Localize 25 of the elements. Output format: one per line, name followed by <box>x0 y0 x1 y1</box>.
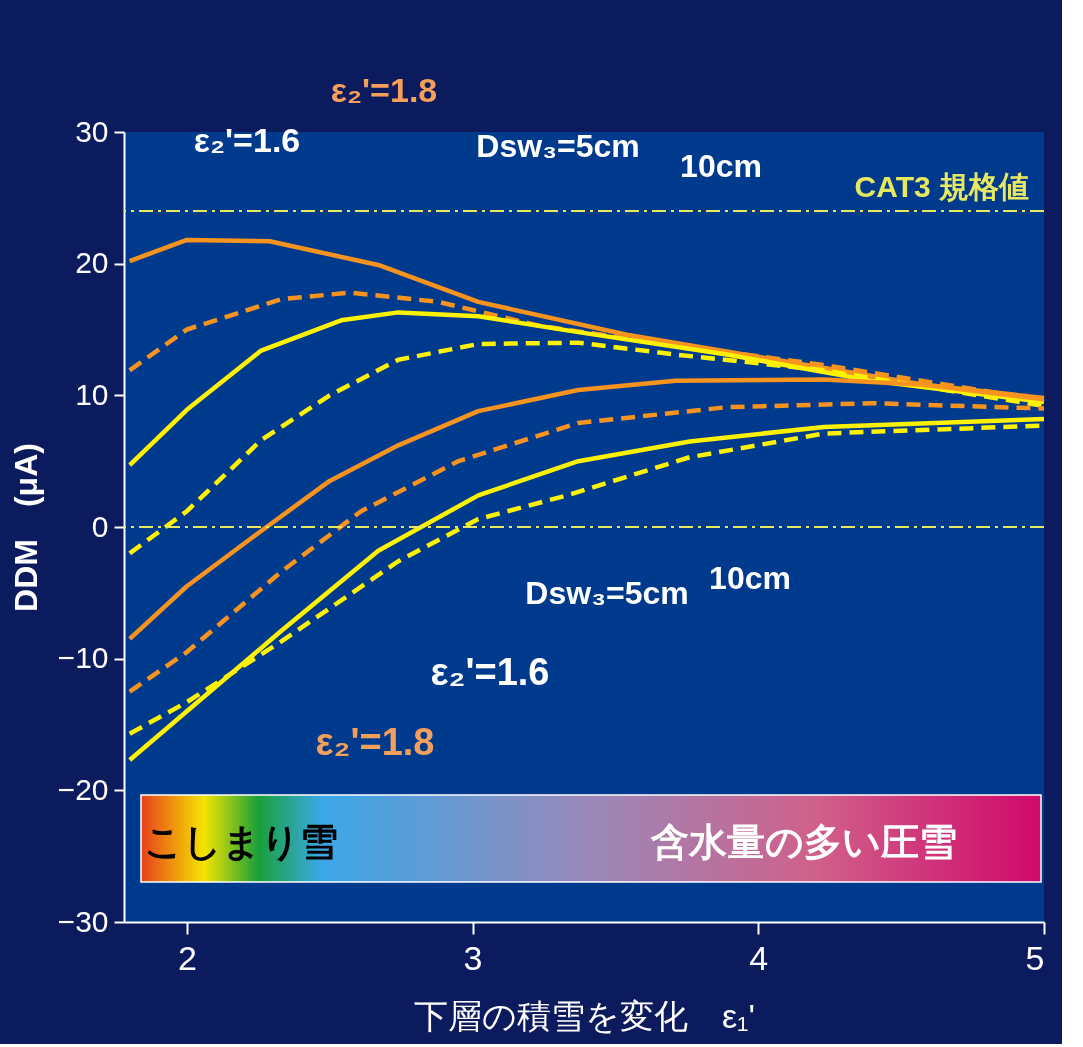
annotation: ε₂'=1.6 <box>193 121 301 159</box>
y-tick-label: 10 <box>75 377 109 411</box>
annotation: Dsw₃=5cm <box>476 128 640 164</box>
text: ε₂'=1.8 <box>330 71 438 109</box>
annotation: ε₂'=1.8 <box>315 721 435 763</box>
annotation: 含水量の多い圧雪 <box>650 821 957 863</box>
y-tick-label: 0 <box>91 509 109 543</box>
y-tick-label: −10 <box>57 641 109 675</box>
x-tick-label: 3 <box>463 938 483 977</box>
y-axis-title: DDM (μA) <box>7 443 44 612</box>
line-series <box>127 400 1047 694</box>
x-axis-title: 下層の積雪を変化 ε₁' <box>413 996 756 1035</box>
y-tick-label: −20 <box>57 772 109 806</box>
ref-line-label: CAT3 規格値 <box>854 170 1029 203</box>
y-tick-label: −30 <box>57 904 109 938</box>
y-tick-label: 20 <box>75 246 109 280</box>
annotation: ε₂'=1.6 <box>430 651 550 693</box>
annotation: 10cm <box>680 148 762 184</box>
annotation: 10cm <box>709 560 791 596</box>
annotation: Dsw₃=5cm <box>525 575 689 611</box>
y-tick-label: 30 <box>75 114 109 148</box>
x-tick-label: 2 <box>177 938 197 977</box>
annotation: こしまり雪 <box>144 821 338 863</box>
x-tick-label: 5 <box>1025 938 1045 977</box>
x-tick-label: 4 <box>749 938 769 977</box>
